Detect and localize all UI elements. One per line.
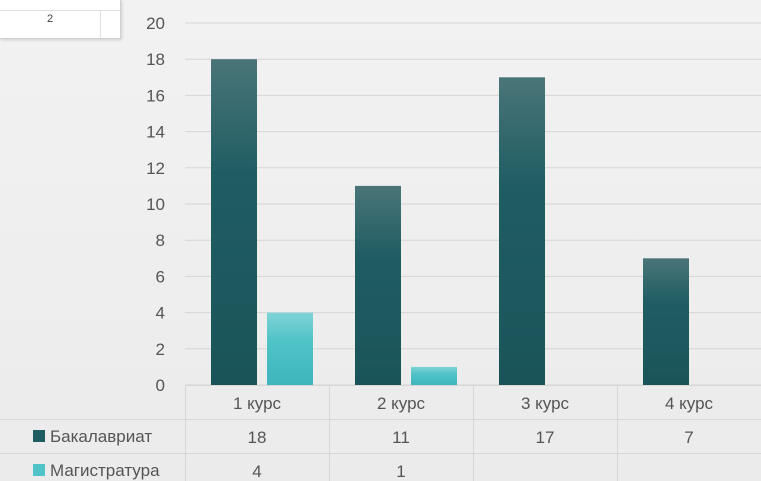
y-tick-label: 12 bbox=[146, 159, 165, 178]
bar-bachelor bbox=[211, 59, 257, 385]
y-tick-label: 8 bbox=[156, 231, 165, 250]
y-tick-label: 6 bbox=[156, 267, 165, 286]
y-tick-label: 10 bbox=[146, 195, 165, 214]
x-tick-label: 3 курс bbox=[521, 394, 570, 413]
table-cell-value: 17 bbox=[536, 428, 555, 447]
y-tick-label: 4 bbox=[156, 304, 165, 323]
legend-label: Магистратура bbox=[50, 461, 160, 480]
bar-master bbox=[267, 312, 313, 385]
bar-master bbox=[411, 366, 457, 385]
x-tick-label: 4 курс bbox=[665, 394, 714, 413]
y-tick-label: 18 bbox=[146, 50, 165, 69]
y-tick-label: 0 bbox=[156, 376, 165, 395]
table-cell-value: 7 bbox=[684, 428, 693, 447]
bars bbox=[211, 59, 689, 386]
y-tick-label: 20 bbox=[146, 14, 165, 33]
bar-bachelor bbox=[499, 77, 545, 386]
overlapping-table-fragment: 2 bbox=[0, 0, 121, 39]
table-cell-value: 1 bbox=[396, 462, 405, 481]
legend-key-master bbox=[33, 464, 45, 476]
legend-label: Бакалавриат bbox=[50, 427, 152, 446]
table-cell-value: 4 bbox=[252, 462, 261, 481]
y-tick-label: 14 bbox=[146, 123, 165, 142]
table-cell-value: 18 bbox=[248, 428, 267, 447]
y-tick-label: 16 bbox=[146, 86, 165, 105]
legend-key-bachelor bbox=[33, 430, 45, 442]
x-tick-label: 1 курс bbox=[233, 394, 282, 413]
y-tick-label: 2 bbox=[156, 340, 165, 359]
overlay-cell-value: 2 bbox=[46, 13, 54, 25]
y-axis-labels: 0 2 4 6 8 10 12 14 16 18 20 bbox=[146, 14, 165, 395]
table-cell-value: 11 bbox=[392, 428, 410, 447]
x-tick-label: 2 курс bbox=[377, 394, 426, 413]
bar-bachelor bbox=[643, 258, 689, 385]
bar-bachelor bbox=[355, 185, 401, 385]
